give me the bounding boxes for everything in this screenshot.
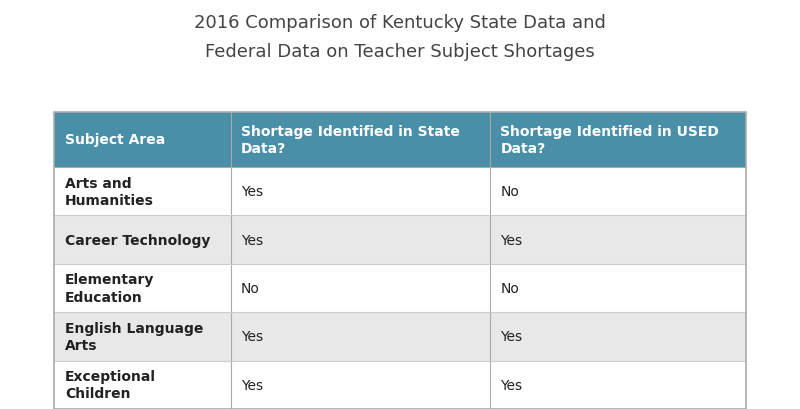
Text: Career Technology: Career Technology [65,233,210,247]
Text: Yes: Yes [500,378,522,392]
Bar [230,112,490,168]
Text: Yes: Yes [241,378,263,392]
Text: Shortage Identified in USED
Data?: Shortage Identified in USED Data? [500,124,719,156]
Bar [490,264,746,312]
Bar [490,361,746,409]
Bar [230,168,490,216]
Text: Subject Area: Subject Area [65,133,165,147]
Text: Federal Data on Teacher Subject Shortages: Federal Data on Teacher Subject Shortage… [205,43,595,61]
Bar [230,361,490,409]
Bar [54,264,230,312]
Text: Elementary
Education: Elementary Education [65,273,154,304]
Bar [54,216,230,264]
Bar [54,168,230,216]
Text: Yes: Yes [241,330,263,344]
Text: Yes: Yes [241,233,263,247]
Bar [54,361,230,409]
Bar [54,112,230,168]
Text: 2016 Comparison of Kentucky State Data and: 2016 Comparison of Kentucky State Data a… [194,14,606,32]
Bar [54,312,230,361]
Text: English Language
Arts: English Language Arts [65,321,203,352]
Bar [230,264,490,312]
Bar [490,312,746,361]
Text: Yes: Yes [241,185,263,199]
Text: Yes: Yes [500,330,522,344]
Text: Yes: Yes [500,233,522,247]
Bar [490,168,746,216]
Text: Arts and
Humanities: Arts and Humanities [65,176,154,207]
Bar [490,112,746,168]
Bar [230,312,490,361]
Bar [490,216,746,264]
Bar [230,216,490,264]
Text: Shortage Identified in State
Data?: Shortage Identified in State Data? [241,124,460,156]
Text: Exceptional
Children: Exceptional Children [65,369,156,400]
Text: No: No [500,185,519,199]
Bar [54,112,746,409]
Text: No: No [241,281,260,295]
Text: No: No [500,281,519,295]
